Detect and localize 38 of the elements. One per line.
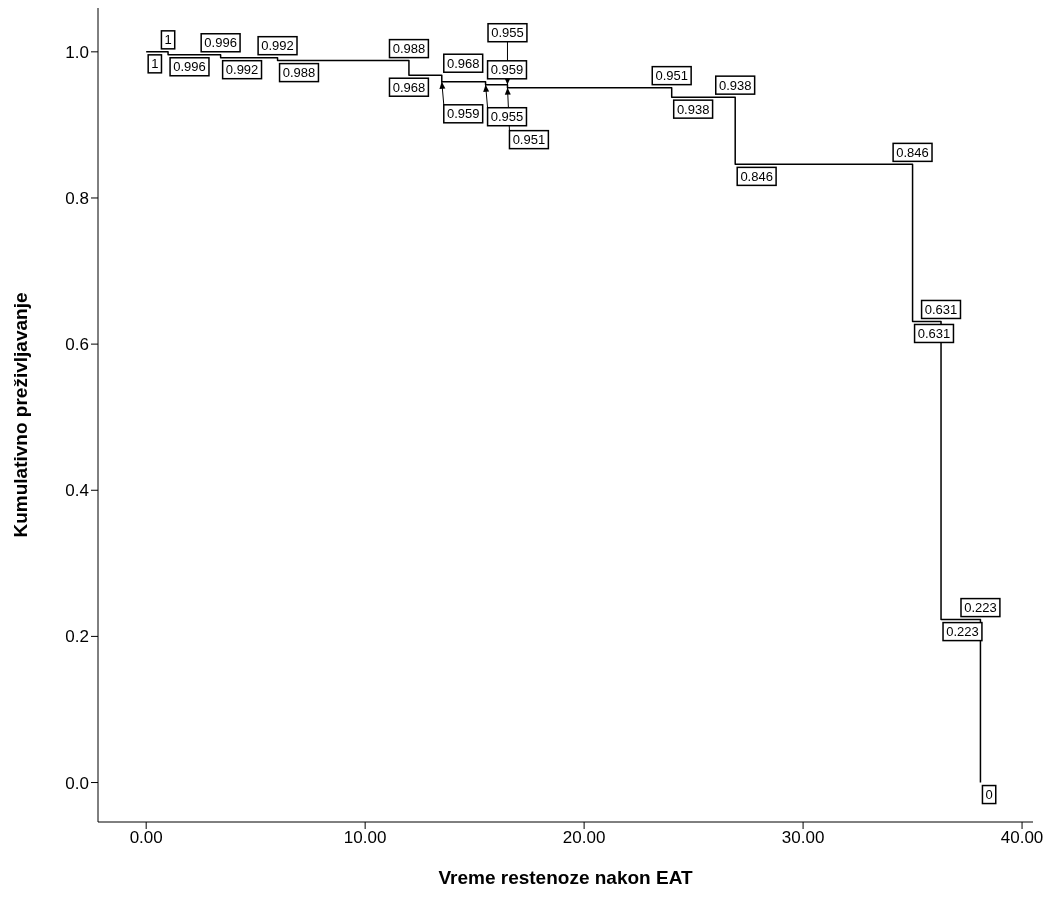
annotation: 0.223 [946, 624, 979, 640]
x-tick-label: 40.00 [1000, 828, 1044, 848]
x-tick-label: 20.00 [562, 828, 606, 848]
x-tick-label: 30.00 [781, 828, 825, 848]
annotation: 0.959 [490, 62, 524, 78]
annotation: 0.938 [676, 101, 710, 117]
annotation: 0.992 [261, 38, 294, 54]
annotation: 0.938 [718, 77, 752, 93]
annotation: 0.955 [491, 25, 524, 41]
annotation: 0.955 [490, 109, 524, 125]
annotation: 0.846 [740, 168, 773, 184]
annotation: 0.959 [446, 106, 480, 122]
y-tick-label: 1.0 [65, 42, 89, 62]
annotation: 0.968 [446, 55, 480, 71]
annotation: 1 [151, 56, 159, 72]
annotation: 0.846 [896, 144, 929, 160]
annotation: 0.992 [225, 62, 259, 78]
annotation: 1 [164, 32, 172, 48]
y-tick-label: 0.6 [65, 335, 89, 355]
annotation: 0.968 [392, 79, 426, 95]
annotation: 0.223 [964, 600, 997, 616]
annotation: 0 [985, 787, 993, 803]
x-axis-title: Vreme restenoze nakon EAT [438, 867, 693, 888]
annotation: 0.951 [512, 132, 546, 148]
y-tick-label: 0.2 [65, 627, 89, 647]
y-tick-label: 0.8 [65, 189, 89, 209]
annotation: 0.996 [173, 59, 206, 75]
x-tick-label: 0.00 [129, 828, 163, 848]
annotation: 0.631 [924, 301, 958, 317]
annotation: 0.631 [917, 325, 951, 341]
annotation: 0.988 [282, 65, 316, 81]
annotation: 0.951 [655, 68, 688, 84]
annotation: 0.996 [204, 35, 237, 51]
x-tick-label: 10.00 [343, 828, 387, 848]
y-axis-title: Kumulativno preživljavanje [9, 292, 31, 538]
annotation: 0.988 [392, 41, 426, 57]
y-tick-label: 0.4 [65, 481, 89, 501]
y-tick-label: 0.0 [65, 773, 89, 793]
